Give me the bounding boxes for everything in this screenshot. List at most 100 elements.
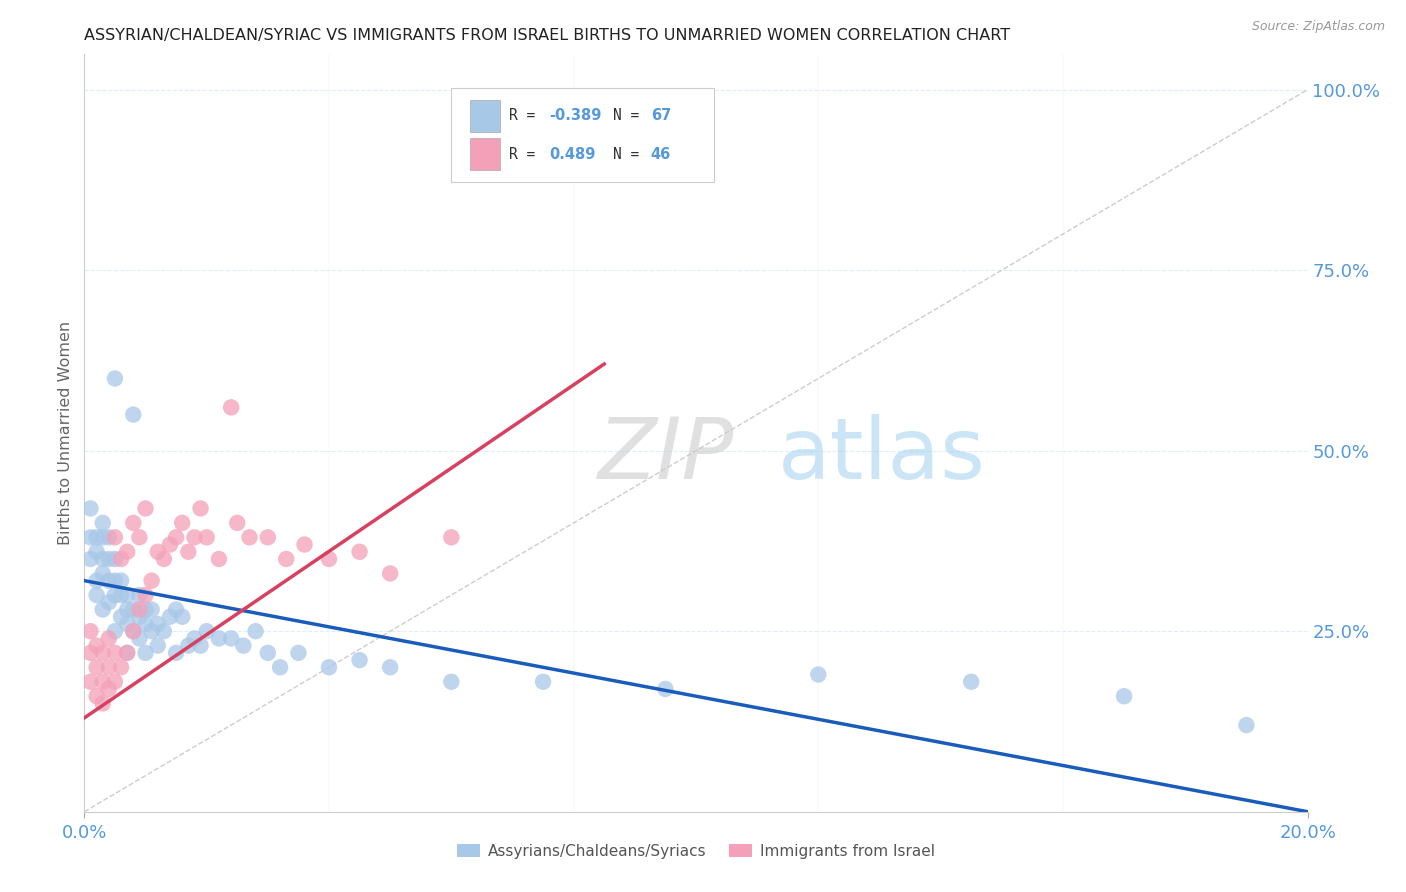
FancyBboxPatch shape xyxy=(470,138,501,170)
Point xyxy=(97,632,120,646)
Text: 67: 67 xyxy=(651,108,671,123)
Point xyxy=(91,674,114,689)
Point xyxy=(440,530,463,544)
Point xyxy=(1236,718,1258,732)
Point xyxy=(115,588,138,602)
Point xyxy=(159,537,181,551)
Point xyxy=(165,602,187,616)
Point xyxy=(172,516,194,530)
Point xyxy=(159,609,181,624)
Point xyxy=(190,639,212,653)
Point xyxy=(153,624,176,639)
Point xyxy=(153,552,176,566)
Point xyxy=(86,530,108,544)
Point xyxy=(122,516,145,530)
Point xyxy=(91,530,114,544)
Point xyxy=(440,674,463,689)
Point xyxy=(177,545,200,559)
Point xyxy=(245,624,267,639)
Point xyxy=(294,537,316,551)
Point xyxy=(91,602,114,616)
Point xyxy=(226,516,249,530)
Legend: Assyrians/Chaldeans/Syriacs, Immigrants from Israel: Assyrians/Chaldeans/Syriacs, Immigrants … xyxy=(451,838,941,864)
Point xyxy=(122,408,145,422)
Point xyxy=(654,681,676,696)
Text: ASSYRIAN/CHALDEAN/SYRIAC VS IMMIGRANTS FROM ISRAEL BIRTHS TO UNMARRIED WOMEN COR: ASSYRIAN/CHALDEAN/SYRIAC VS IMMIGRANTS F… xyxy=(84,28,1011,43)
Point xyxy=(195,530,218,544)
Point xyxy=(257,646,280,660)
Point xyxy=(232,639,254,653)
Point xyxy=(960,674,983,689)
Point xyxy=(122,602,145,616)
Point xyxy=(318,552,340,566)
Point xyxy=(91,566,114,581)
Point xyxy=(122,624,145,639)
Point xyxy=(183,530,205,544)
Point xyxy=(104,624,127,639)
Text: R =: R = xyxy=(509,108,544,123)
Point xyxy=(97,530,120,544)
Point xyxy=(91,697,114,711)
Point xyxy=(104,588,127,602)
Point xyxy=(128,609,150,624)
Point xyxy=(79,674,101,689)
Point xyxy=(97,574,120,588)
Point xyxy=(135,602,157,616)
Point xyxy=(115,646,138,660)
Point xyxy=(257,530,280,544)
Point xyxy=(172,609,194,624)
Point xyxy=(276,552,298,566)
Point xyxy=(141,602,163,616)
Point xyxy=(86,588,108,602)
Point xyxy=(86,660,108,674)
Point xyxy=(110,609,132,624)
Point xyxy=(165,646,187,660)
Text: -0.389: -0.389 xyxy=(550,108,602,123)
Point xyxy=(97,595,120,609)
Point xyxy=(91,516,114,530)
Point xyxy=(104,552,127,566)
Text: 46: 46 xyxy=(651,146,671,161)
Point xyxy=(110,588,132,602)
Point xyxy=(146,639,169,653)
Point xyxy=(79,646,101,660)
Text: atlas: atlas xyxy=(778,414,986,497)
Point xyxy=(115,646,138,660)
Point xyxy=(165,530,187,544)
Point xyxy=(190,501,212,516)
Point xyxy=(128,602,150,616)
Point xyxy=(287,646,309,660)
Point xyxy=(110,574,132,588)
Text: 0.489: 0.489 xyxy=(550,146,596,161)
Point xyxy=(208,552,231,566)
Point xyxy=(115,602,138,616)
Point xyxy=(97,552,120,566)
Point xyxy=(238,530,260,544)
Point xyxy=(141,624,163,639)
Point xyxy=(219,401,242,415)
Point xyxy=(128,588,150,602)
Point xyxy=(219,632,242,646)
Point xyxy=(104,371,127,385)
Point xyxy=(79,501,101,516)
Point xyxy=(380,660,402,674)
Point xyxy=(135,501,157,516)
Point xyxy=(135,646,157,660)
Point xyxy=(195,624,218,639)
Point xyxy=(104,530,127,544)
Point xyxy=(86,639,108,653)
Point xyxy=(531,674,554,689)
FancyBboxPatch shape xyxy=(470,100,501,132)
Point xyxy=(380,566,402,581)
Text: N =: N = xyxy=(613,108,648,123)
Point xyxy=(122,624,145,639)
Point xyxy=(146,545,169,559)
Point xyxy=(135,617,157,632)
Point xyxy=(115,545,138,559)
Point xyxy=(97,681,120,696)
Point xyxy=(110,552,132,566)
Text: N =: N = xyxy=(613,146,648,161)
Point xyxy=(269,660,291,674)
Point xyxy=(135,588,157,602)
Point xyxy=(146,617,169,632)
